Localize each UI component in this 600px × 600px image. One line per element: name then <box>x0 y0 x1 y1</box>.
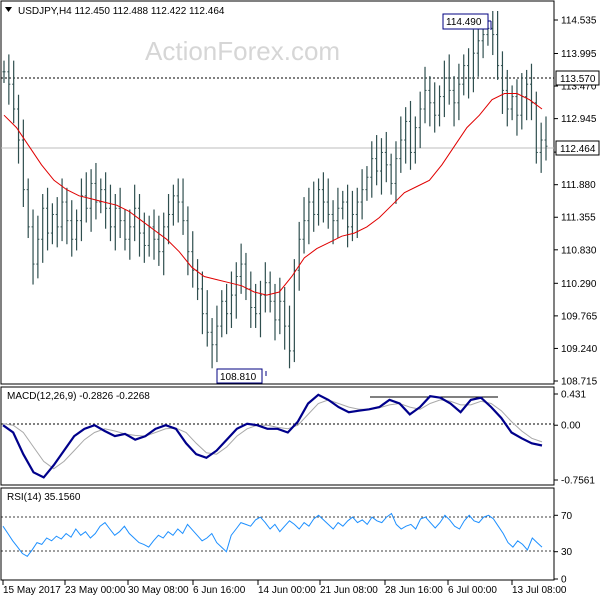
rsi-axis-tick-label: 30 <box>561 547 573 558</box>
rsi-axis: 70 30 0 <box>554 511 573 586</box>
resistance-price-box <box>555 70 600 86</box>
watermark-text: ActionForex.com <box>145 36 340 66</box>
rsi-line <box>2 512 543 557</box>
low-label-box <box>216 368 263 384</box>
low-label: 108.810 <box>220 372 257 383</box>
price-axis-tick-label: 112.945 <box>561 114 597 125</box>
rsi-header: RSI(14) 35.1560 <box>7 492 81 503</box>
time-axis-label: 6 Jun 16:00 <box>193 585 246 596</box>
price-axis-tick-label: 111.355 <box>561 213 596 224</box>
price-axis-tick-label: 109.765 <box>561 311 598 322</box>
price-axis-tick-label: 111.880 <box>561 180 596 191</box>
macd-axis-tick-label: 0.00 <box>561 421 581 432</box>
macd-axis-tick-label: 0.431 <box>561 390 586 401</box>
price-axis-tick-label: 109.240 <box>561 344 598 355</box>
time-axis-label: 28 Jun 16:00 <box>385 585 443 596</box>
price-axis-tick-label: 110.290 <box>561 279 597 290</box>
macd-main-line <box>2 393 543 479</box>
time-axis-label: 30 May 08:00 <box>128 585 189 596</box>
chart-collapse-icon <box>5 7 12 12</box>
macd-axis: 0.431 0.00 -0.7561 <box>554 390 595 487</box>
price-axis: 114.535113.995113.470112.945112.405111.8… <box>554 16 598 388</box>
macd-panel-frame <box>0 386 555 486</box>
time-axis: 15 May 2017 23 May 00:00 30 May 08:00 6 Jun… <box>2 580 567 596</box>
price-axis-tick-label: 113.995 <box>561 49 597 60</box>
current-price-box <box>555 140 600 156</box>
resistance-price-label: 113.570 <box>560 74 596 85</box>
price-axis-tick-label: 113.470 <box>561 82 597 93</box>
moving-average-line <box>3 93 543 296</box>
time-axis-label: 13 Jul 08:00 <box>512 585 567 596</box>
price-axis-tick-label: 108.715 <box>561 377 598 388</box>
time-axis-label: 15 May 2017 <box>3 585 61 596</box>
rsi-panel-frame <box>0 487 555 581</box>
price-axis-tick-label: 110.830 <box>561 245 597 256</box>
time-axis-label: 6 Jul 00:00 <box>448 585 497 596</box>
current-price-label: 112.464 <box>560 144 596 155</box>
price-axis-tick-label: 114.535 <box>561 16 597 27</box>
time-axis-label: 21 Jun 08:00 <box>320 585 378 596</box>
rsi-axis-tick-label: 70 <box>561 511 573 522</box>
macd-signal-line <box>2 399 543 470</box>
price-panel-frame <box>0 0 555 385</box>
time-axis-label: 23 May 00:00 <box>65 585 126 596</box>
rsi-axis-tick-label: 0 <box>561 575 567 586</box>
macd-axis-tick-label: -0.7561 <box>561 476 595 487</box>
high-label: 114.490 <box>446 17 482 28</box>
price-bars-group <box>2 11 548 369</box>
macd-header: MACD(12,26,9) -0.2826 -0.2268 <box>7 391 150 402</box>
high-label-box <box>442 13 489 30</box>
price-header: USDJPY,H4 112.450 112.488 112.422 112.46… <box>18 6 225 17</box>
time-axis-label: 14 Jun 00:00 <box>258 585 316 596</box>
